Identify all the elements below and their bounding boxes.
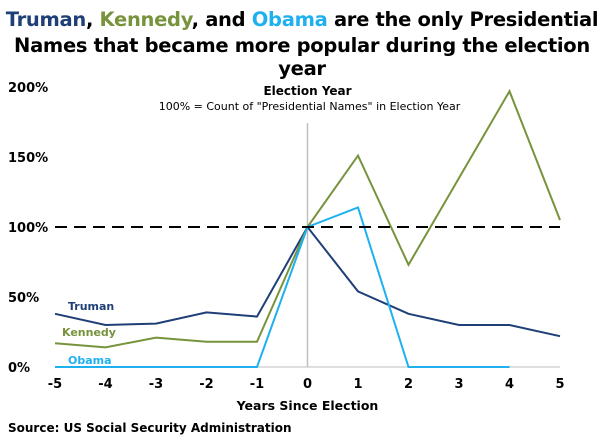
legend-label-kennedy: Kennedy <box>62 326 116 339</box>
title-rest: are the only Presidential <box>327 8 599 31</box>
x-tick-label: 1 <box>353 377 362 392</box>
y-tick-label: 0% <box>8 361 30 376</box>
y-tick-label: 100% <box>8 221 48 236</box>
chart-title-line1: Truman, Kennedy, and Obama are the only … <box>0 8 604 31</box>
x-tick-label: -1 <box>250 377 264 392</box>
legend-label-obama: Obama <box>68 354 112 367</box>
y-tick-label: 150% <box>8 151 48 166</box>
x-tick-label: 0 <box>303 377 312 392</box>
x-tick-label: -2 <box>199 377 213 392</box>
title-obama: Obama <box>251 8 328 31</box>
x-tick-label: 5 <box>555 377 564 392</box>
series-line-obama <box>55 206 510 368</box>
legend-label-truman: Truman <box>68 300 114 313</box>
x-tick-label: 2 <box>404 377 413 392</box>
y-tick-label: 200% <box>8 81 48 96</box>
chart-title-line2: Names that became more popular during th… <box>14 34 590 80</box>
x-tick-label: 3 <box>454 377 463 392</box>
title-truman: Truman <box>5 8 87 31</box>
source-note: Source: US Social Security Administratio… <box>8 421 292 435</box>
title-sep: , and <box>191 8 252 31</box>
title-sep: , <box>85 8 100 31</box>
x-axis-label: Years Since Election <box>236 398 379 413</box>
annotation-text: 100% = Count of "Presidential Names" in … <box>159 100 461 113</box>
y-tick-label: 50% <box>8 291 39 306</box>
x-tick-label: -3 <box>149 377 163 392</box>
title-kennedy: Kennedy <box>99 8 192 31</box>
x-tick-label: -5 <box>48 377 62 392</box>
annotation-title: Election Year <box>263 84 351 98</box>
x-tick-label: -4 <box>98 377 112 392</box>
x-tick-label: 4 <box>505 377 514 392</box>
